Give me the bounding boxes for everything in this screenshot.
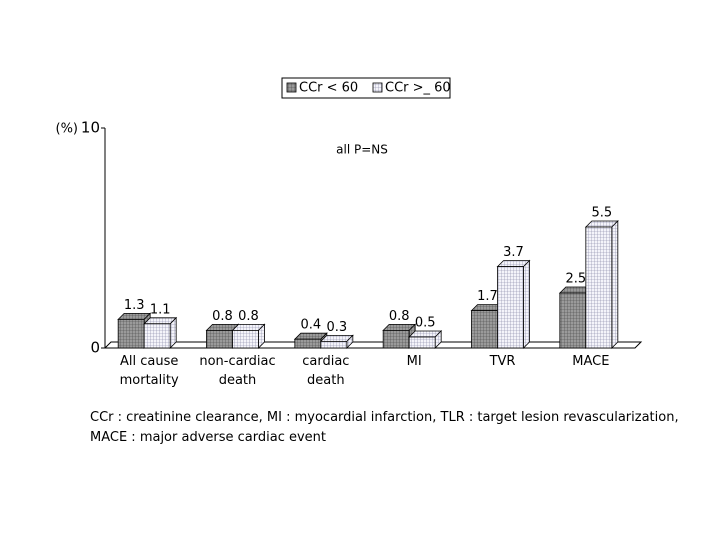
y-tick-label: 0 (90, 339, 100, 357)
bar-front (117, 318, 145, 349)
bar (584, 220, 619, 349)
bar (231, 323, 266, 349)
bar (319, 334, 354, 349)
bar-front (294, 338, 322, 349)
value-label: 5.5 (591, 206, 612, 221)
value-label: 0.8 (389, 309, 410, 324)
bar-front (471, 310, 498, 349)
bar-front (497, 266, 524, 349)
y-axis-label: (%) (56, 122, 79, 137)
bar-front (232, 329, 259, 349)
bar-front (408, 336, 436, 349)
bar-side (611, 220, 619, 349)
value-label: 2.5 (565, 272, 586, 287)
bar-front (382, 329, 410, 349)
value-label: 0.4 (300, 318, 321, 333)
legend-label: CCr < 60 (299, 81, 358, 96)
bar-side (523, 259, 530, 349)
value-label: 0.5 (415, 316, 436, 331)
x-tick-label: MACE (572, 354, 610, 369)
bar-front (559, 292, 587, 349)
value-label: 0.8 (212, 309, 233, 324)
value-label: 3.7 (503, 245, 524, 260)
bar-front (143, 323, 171, 349)
x-tick-label: All cause mortality (119, 354, 179, 388)
legend-swatch (286, 82, 297, 93)
bar (143, 316, 178, 349)
bar (496, 259, 531, 349)
footnote: MACE : major adverse cardiac event (90, 430, 327, 445)
y-tick-label: 10 (81, 119, 100, 137)
value-label: 0.3 (326, 320, 347, 335)
value-label: 1.1 (150, 302, 171, 317)
bar (408, 330, 443, 349)
legend-label: CCr >_ 60 (385, 81, 451, 96)
value-label: 1.7 (477, 289, 498, 304)
x-tick-label: non-cardiac death (199, 354, 276, 388)
legend-swatch (372, 82, 383, 93)
footnote: CCr : creatinine clearance, MI : myocard… (90, 410, 679, 425)
annotation: all P=NS (336, 143, 388, 157)
bar-front (206, 329, 233, 349)
legend-box (281, 77, 451, 99)
value-label: 0.8 (238, 309, 259, 324)
value-label: 1.3 (124, 298, 145, 313)
bar-front (585, 226, 613, 349)
x-tick-label: MI (406, 354, 422, 369)
bar-front (320, 340, 348, 349)
x-tick-label: TVR (489, 354, 516, 369)
x-tick-label: cardiac death (302, 354, 350, 388)
